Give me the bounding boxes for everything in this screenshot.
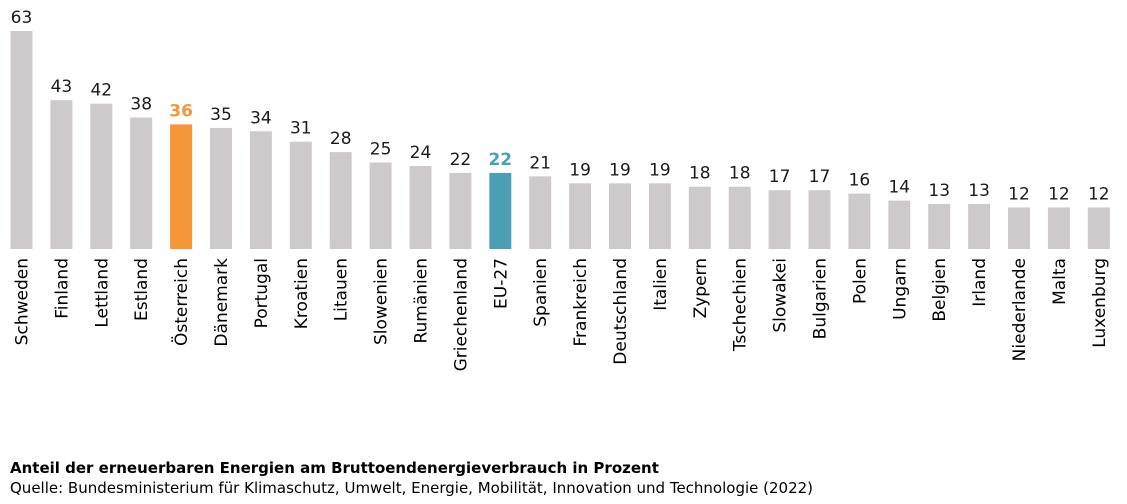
category-label-zypern: Zypern <box>691 258 711 318</box>
category-labels-group: Schweden Finland Lettland Estland Österreich… <box>13 258 1110 372</box>
category-label-ungarn: Ungarn <box>890 258 910 320</box>
value-label-frankreich: 19 <box>569 160 591 180</box>
chart-source: Quelle: Bundesministerium für Klimaschut… <box>10 479 814 497</box>
category-label-slowakei: Slowakei <box>771 258 791 333</box>
value-label-malta: 12 <box>1048 185 1070 205</box>
bar-luxenburg <box>1087 207 1110 249</box>
category-label-belgien: Belgien <box>930 258 950 322</box>
value-label-slowenien: 25 <box>370 140 392 160</box>
bar-estland <box>130 117 153 249</box>
bar-niederlande <box>1008 207 1030 249</box>
bar-portugal <box>249 131 272 249</box>
bar-chart: 63 43 42 38 36 35 34 31 28 25 24 22 22 21 19 19 19 18 18 17… <box>10 8 1110 372</box>
category-label-lettland: Lettland <box>92 258 112 328</box>
value-label-eu-27: 22 <box>488 150 512 170</box>
value-label-griechenland: 22 <box>450 150 472 170</box>
value-label-litauen: 28 <box>330 129 352 149</box>
value-label-zypern: 18 <box>689 164 711 184</box>
value-label-niederlande: 12 <box>1008 185 1030 205</box>
category-label-griechenland: Griechenland <box>451 258 471 371</box>
category-label-rumaenien: Rumänien <box>412 258 432 344</box>
category-label-irland: Irland <box>970 258 990 307</box>
bar-slowakei <box>768 190 791 249</box>
value-label-estland: 38 <box>130 95 152 115</box>
value-label-spanien: 21 <box>529 153 551 173</box>
bar-finland <box>50 100 73 249</box>
value-label-luxenburg: 12 <box>1088 185 1110 205</box>
bar-schweden <box>10 31 33 249</box>
category-label-frankreich: Frankreich <box>571 258 591 347</box>
bar-oesterreich <box>170 124 193 249</box>
bar-bulgarien <box>808 190 831 249</box>
category-label-finland: Finland <box>52 258 72 319</box>
bar-rumaenien <box>409 166 432 249</box>
category-label-kroatien: Kroatien <box>292 258 312 329</box>
bar-litauen <box>329 152 352 249</box>
value-label-oesterreich: 36 <box>169 101 193 121</box>
bar-spanien <box>529 176 552 249</box>
bars-group <box>10 31 1110 249</box>
bar-zypern <box>688 186 711 249</box>
category-label-bulgarien: Bulgarien <box>811 258 831 339</box>
bar-irland <box>968 204 991 249</box>
category-label-oesterreich: Österreich <box>170 258 192 346</box>
value-label-polen: 16 <box>849 171 871 191</box>
category-label-estland: Estland <box>132 258 152 321</box>
bar-belgien <box>928 204 951 249</box>
category-label-niederlande: Niederlande <box>1010 258 1030 361</box>
bar-eu-27 <box>489 172 512 249</box>
value-labels-group: 63 43 42 38 36 35 34 31 28 25 24 22 22 21 19 19 19 18 18 17… <box>11 8 1110 205</box>
value-label-kroatien: 31 <box>290 119 312 139</box>
category-label-malta: Malta <box>1050 258 1070 305</box>
value-label-rumaenien: 24 <box>410 143 432 163</box>
bar-malta <box>1047 207 1070 249</box>
value-label-ungarn: 14 <box>888 178 910 198</box>
bar-kroatien <box>289 141 312 249</box>
bar-deutschland <box>609 183 631 249</box>
category-label-portugal: Portugal <box>252 258 272 328</box>
category-label-italien: Italien <box>651 258 671 311</box>
bar-daenemark <box>210 127 232 249</box>
bar-slowenien <box>369 162 392 249</box>
value-label-irland: 13 <box>968 181 990 201</box>
value-label-deutschland: 19 <box>609 160 631 180</box>
value-label-lettland: 42 <box>90 81 112 101</box>
bar-griechenland <box>449 172 472 249</box>
bar-tschechien <box>728 186 751 249</box>
value-label-slowakei: 17 <box>769 167 791 187</box>
value-label-finland: 43 <box>51 77 73 97</box>
category-label-luxenburg: Luxenburg <box>1090 258 1110 348</box>
category-label-tschechien: Tschechien <box>731 258 751 352</box>
chart-title: Anteil der erneuerbaren Energien am Brut… <box>10 459 659 477</box>
value-label-daenemark: 35 <box>210 105 232 125</box>
category-label-litauen: Litauen <box>332 258 352 321</box>
value-label-bulgarien: 17 <box>809 167 831 187</box>
bar-lettland <box>90 103 113 249</box>
value-label-tschechien: 18 <box>729 164 751 184</box>
category-label-eu-27: EU-27 <box>491 258 511 309</box>
value-label-schweden: 63 <box>11 8 33 28</box>
category-label-spanien: Spanien <box>531 258 551 327</box>
bar-polen <box>848 193 871 249</box>
bar-italien <box>648 183 671 249</box>
bar-ungarn <box>888 200 911 249</box>
value-label-italien: 19 <box>649 160 671 180</box>
value-label-portugal: 34 <box>250 108 272 128</box>
category-label-deutschland: Deutschland <box>611 258 631 365</box>
category-label-schweden: Schweden <box>13 258 33 345</box>
value-label-belgien: 13 <box>928 181 950 201</box>
category-label-slowenien: Slowenien <box>372 258 392 345</box>
category-label-polen: Polen <box>850 258 870 304</box>
category-label-daenemark: Dänemark <box>212 258 232 347</box>
bar-frankreich <box>569 183 592 249</box>
